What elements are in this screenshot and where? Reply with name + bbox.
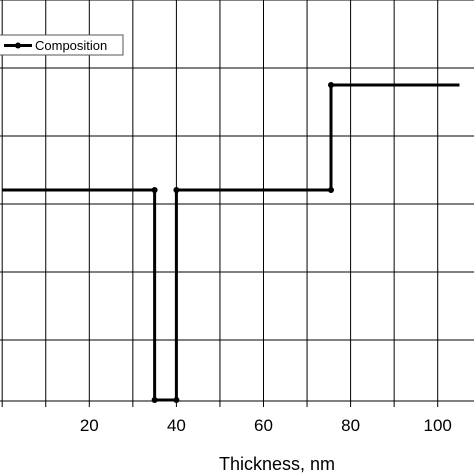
legend-label: Composition [35, 38, 107, 53]
data-point [328, 187, 335, 193]
x-ticks: 20 40 60 80 100 [1, 401, 452, 435]
data-point [173, 397, 180, 403]
legend-box [0, 34, 124, 56]
x-tick-label: 60 [254, 416, 273, 435]
series-line-composition [2, 83, 460, 402]
x-tick-label: 40 [167, 416, 186, 435]
data-point [151, 397, 158, 403]
series-layer [2, 82, 460, 403]
x-tick-label: 100 [424, 416, 452, 435]
legend-marker [15, 42, 21, 49]
x-tick-label: 20 [80, 416, 99, 435]
data-point [173, 187, 180, 193]
grid [0, 0, 474, 402]
x-axis-title: Thickness, nm [219, 454, 335, 474]
data-point [151, 187, 158, 193]
legend: Composition [0, 34, 124, 56]
data-point [328, 82, 335, 88]
x-tick-label: 80 [341, 416, 360, 435]
